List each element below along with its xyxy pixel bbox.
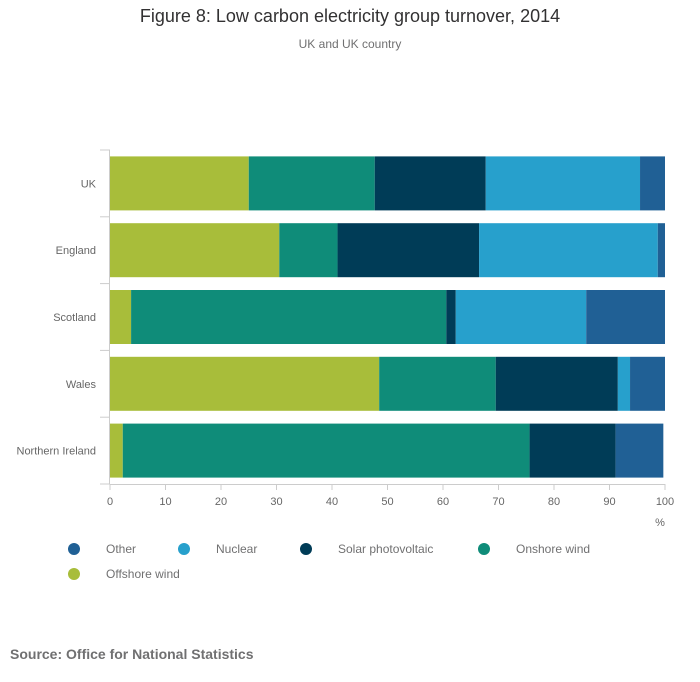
bar-offshore-wind-uk xyxy=(110,156,249,211)
x-axis-label: % xyxy=(655,517,665,529)
chart-title: Figure 8: Low carbon electricity group t… xyxy=(139,6,561,26)
bar-solar-photovoltaic-northern-ireland xyxy=(529,423,616,478)
legend-label: Other xyxy=(106,542,137,556)
x-tick-label: 60 xyxy=(437,496,449,508)
bar-nuclear-scotland xyxy=(455,290,587,344)
y-tick-label: Wales xyxy=(66,379,97,391)
bar-other-northern-ireland xyxy=(615,423,664,478)
bar-chart: UK England Scotland Wales Northern Ireland 0 1… xyxy=(17,149,674,529)
bar-offshore-wind-scotland xyxy=(110,290,132,344)
bar-offshore-wind-northern-ireland xyxy=(110,423,123,478)
legend-label: Offshore wind xyxy=(106,567,180,581)
legend-swatch xyxy=(178,543,190,555)
legend-swatch xyxy=(478,543,490,555)
bar-solar-photovoltaic-england xyxy=(337,223,480,278)
bar-onshore-wind-england xyxy=(279,223,338,278)
legend-label: Solar photovoltaic xyxy=(338,542,434,556)
legend-swatch xyxy=(300,543,312,555)
bar-solar-photovoltaic-uk xyxy=(374,156,486,211)
bar-onshore-wind-wales xyxy=(379,356,496,411)
x-tick-label: 20 xyxy=(215,496,227,508)
y-tick-label: UK xyxy=(81,178,97,190)
x-tick-label: 100 xyxy=(656,496,674,508)
x-tick-label: 40 xyxy=(326,496,338,508)
y-tick-label: England xyxy=(56,245,96,257)
bar-onshore-wind-uk xyxy=(248,156,375,211)
source-note: Source: Office for National Statistics xyxy=(10,646,254,662)
x-tick-label: 90 xyxy=(603,496,615,508)
bar-nuclear-uk xyxy=(485,156,641,211)
legend-label: Onshore wind xyxy=(516,542,591,556)
bar-other-wales xyxy=(630,356,665,411)
x-tick-label: 10 xyxy=(159,496,171,508)
bar-offshore-wind-england xyxy=(110,223,280,278)
bar-nuclear-england xyxy=(479,223,658,278)
legend-label: Nuclear xyxy=(216,542,258,556)
x-tick-label: 50 xyxy=(381,496,393,508)
bar-solar-photovoltaic-wales xyxy=(495,356,618,411)
bar-other-england xyxy=(657,223,665,278)
bar-nuclear-wales xyxy=(617,356,631,411)
chart-subtitle: UK and UK country xyxy=(298,37,402,51)
bar-other-uk xyxy=(640,156,665,211)
bar-offshore-wind-wales xyxy=(110,356,380,411)
y-tick-label: Northern Ireland xyxy=(17,446,97,458)
bar-onshore-wind-scotland xyxy=(131,290,447,344)
bar-onshore-wind-northern-ireland xyxy=(122,423,530,478)
x-tick-label: 70 xyxy=(492,496,504,508)
x-tick-label: 30 xyxy=(270,496,282,508)
chart-legend: Other Nuclear Solar photovoltaic Onshore wi… xyxy=(0,536,700,596)
x-tick-label: 0 xyxy=(107,496,113,508)
x-tick-label: 80 xyxy=(548,496,560,508)
y-tick-label: Scotland xyxy=(53,312,96,324)
legend-swatch xyxy=(68,568,80,580)
bar-solar-photovoltaic-scotland xyxy=(446,290,456,344)
bar-other-scotland xyxy=(586,290,665,344)
legend-swatch xyxy=(68,543,80,555)
